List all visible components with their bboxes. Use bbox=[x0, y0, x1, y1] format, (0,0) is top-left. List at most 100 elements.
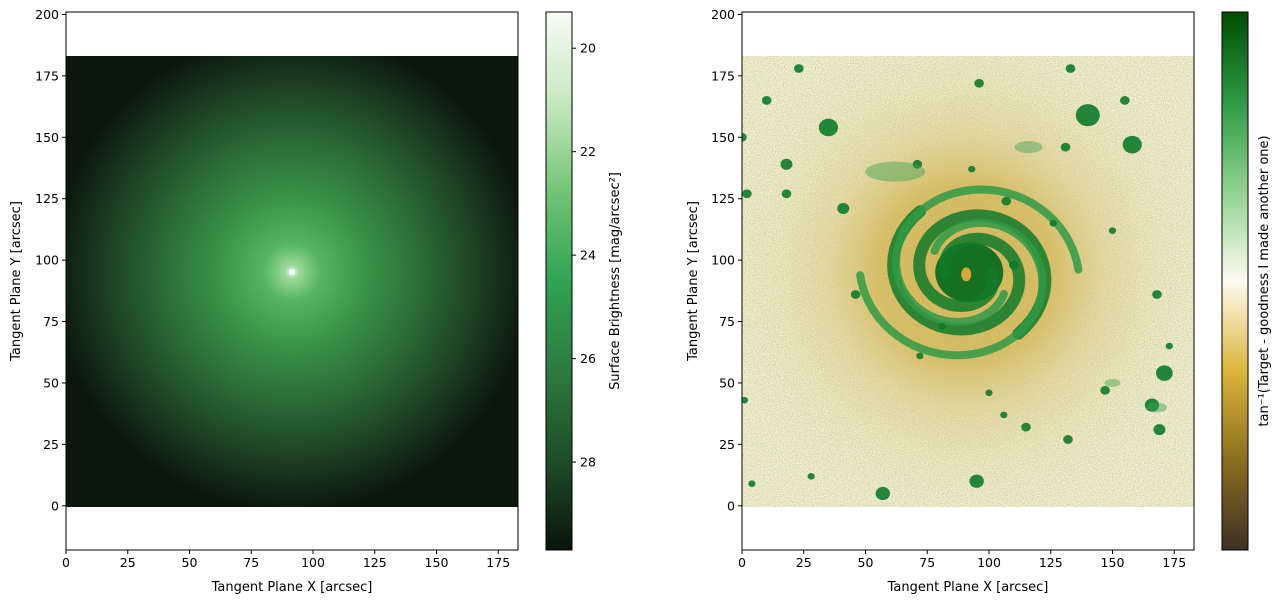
green-source bbox=[1108, 227, 1117, 234]
green-source bbox=[818, 118, 839, 137]
x-tick-label: 75 bbox=[919, 555, 935, 570]
x-tick-label: 125 bbox=[1039, 555, 1063, 570]
green-source bbox=[1152, 290, 1162, 299]
left-image bbox=[66, 56, 518, 507]
x-tick-label: 0 bbox=[62, 555, 70, 570]
y-tick-label: 50 bbox=[719, 375, 735, 390]
spiral-arm bbox=[856, 218, 1047, 360]
y-tick-label: 50 bbox=[43, 375, 59, 390]
left-axes-frame bbox=[65, 11, 519, 551]
y-tick-label: 25 bbox=[719, 437, 735, 452]
x-tick-label: 50 bbox=[858, 555, 874, 570]
x-tick-label: 125 bbox=[363, 555, 387, 570]
green-source bbox=[807, 473, 815, 480]
green-source bbox=[850, 290, 861, 299]
x-tick-label: 100 bbox=[977, 555, 1001, 570]
green-patch bbox=[1104, 378, 1121, 387]
x-tick-label: 25 bbox=[120, 555, 136, 570]
colorbar-tick-label: 24 bbox=[580, 248, 596, 263]
left-y-axis-label: Tangent Plane Y [arcsec] bbox=[9, 201, 24, 362]
left-y-ticks: 0 25 50 75 100 125 150 175 200 bbox=[35, 7, 66, 513]
right-colorbar-label: tan⁻¹(Target - goodness I made another o… bbox=[1257, 135, 1272, 426]
right-y-axis-label: Tangent Plane Y [arcsec] bbox=[686, 201, 701, 362]
green-source bbox=[1165, 342, 1173, 350]
y-tick-label: 200 bbox=[35, 7, 59, 22]
left-x-axis-label: Tangent Plane X [arcsec] bbox=[211, 580, 373, 595]
colorbar-tick-label: 20 bbox=[580, 41, 596, 56]
x-tick-label: 0 bbox=[738, 555, 746, 570]
green-source bbox=[794, 64, 804, 73]
green-source bbox=[1049, 219, 1057, 227]
y-tick-label: 175 bbox=[35, 68, 59, 83]
green-source bbox=[1060, 142, 1071, 152]
green-source bbox=[969, 474, 984, 488]
left-x-ticks: 0 25 50 75 100 125 150 175 bbox=[62, 550, 510, 570]
y-tick-label: 0 bbox=[727, 498, 735, 513]
x-tick-label: 175 bbox=[1162, 555, 1186, 570]
green-source bbox=[1155, 365, 1173, 381]
y-tick-label: 125 bbox=[711, 191, 735, 206]
green-source bbox=[1008, 260, 1019, 270]
green-source bbox=[1122, 135, 1142, 154]
left-colorbar-frame bbox=[545, 11, 573, 551]
right-y-ticks: 0 25 50 75 100 125 150 175 200 bbox=[711, 7, 742, 513]
green-source bbox=[748, 480, 756, 487]
right-x-ticks: 0 25 50 75 100 125 150 175 bbox=[738, 550, 1186, 570]
y-tick-label: 125 bbox=[35, 191, 59, 206]
green-source bbox=[985, 389, 993, 397]
right-panel: 0 25 50 75 100 125 150 175 0 25 50 75 100 125 150 175 2… bbox=[686, 7, 1195, 595]
y-tick-label: 200 bbox=[711, 7, 735, 22]
right-x-axis-label: Tangent Plane X [arcsec] bbox=[887, 580, 1049, 595]
green-sources bbox=[742, 64, 1173, 501]
left-peak bbox=[289, 269, 295, 275]
y-tick-label: 175 bbox=[711, 68, 735, 83]
x-tick-label: 50 bbox=[182, 555, 198, 570]
x-tick-label: 150 bbox=[425, 555, 449, 570]
x-tick-label: 25 bbox=[796, 555, 812, 570]
green-source bbox=[780, 158, 793, 170]
y-tick-label: 100 bbox=[711, 253, 735, 268]
green-source bbox=[742, 132, 747, 142]
colorbar-tick-label: 28 bbox=[580, 455, 596, 470]
green-source bbox=[1021, 422, 1031, 432]
green-source bbox=[837, 203, 850, 215]
right-colorbar-fill bbox=[1222, 12, 1248, 550]
right-colorbar: tan⁻¹(Target - goodness I made another o… bbox=[1221, 11, 1272, 551]
x-tick-label: 100 bbox=[301, 555, 325, 570]
green-patch bbox=[865, 161, 926, 182]
x-tick-label: 175 bbox=[486, 555, 510, 570]
spiral-arms bbox=[856, 185, 1083, 360]
spiral-arm bbox=[887, 205, 1026, 336]
green-source bbox=[761, 96, 772, 105]
green-source bbox=[916, 352, 924, 360]
x-tick-label: 150 bbox=[1101, 555, 1125, 570]
green-source bbox=[974, 78, 984, 88]
y-tick-label: 150 bbox=[35, 130, 59, 145]
y-tick-label: 75 bbox=[719, 314, 735, 329]
right-axes-frame bbox=[741, 11, 1195, 551]
green-source bbox=[1001, 196, 1012, 206]
colorbar-tick-label: 26 bbox=[580, 351, 596, 366]
left-colorbar-ticks: 20 22 24 26 28 bbox=[572, 41, 596, 470]
left-colorbar-label: Surface Brightness [mag/arcsec²] bbox=[608, 172, 623, 390]
green-source bbox=[781, 189, 792, 199]
green-source bbox=[1063, 435, 1073, 444]
green-source bbox=[742, 396, 749, 404]
green-source bbox=[875, 486, 890, 501]
left-colorbar: 20 22 24 26 28 Surface Brightness [mag/arcse… bbox=[545, 11, 623, 551]
green-source bbox=[938, 323, 946, 330]
spiral-arm bbox=[892, 185, 1083, 326]
green-source bbox=[742, 189, 752, 199]
green-source bbox=[1144, 398, 1160, 412]
right-image bbox=[742, 56, 1194, 507]
green-source bbox=[1065, 64, 1076, 73]
galaxy-nucleus bbox=[961, 267, 972, 282]
y-tick-label: 75 bbox=[43, 314, 59, 329]
green-source bbox=[1000, 411, 1008, 419]
y-tick-label: 25 bbox=[43, 437, 59, 452]
y-tick-label: 0 bbox=[51, 498, 59, 513]
green-patch bbox=[1146, 402, 1167, 413]
left-colorbar-fill bbox=[546, 12, 572, 550]
spiral-arm bbox=[913, 209, 1052, 340]
